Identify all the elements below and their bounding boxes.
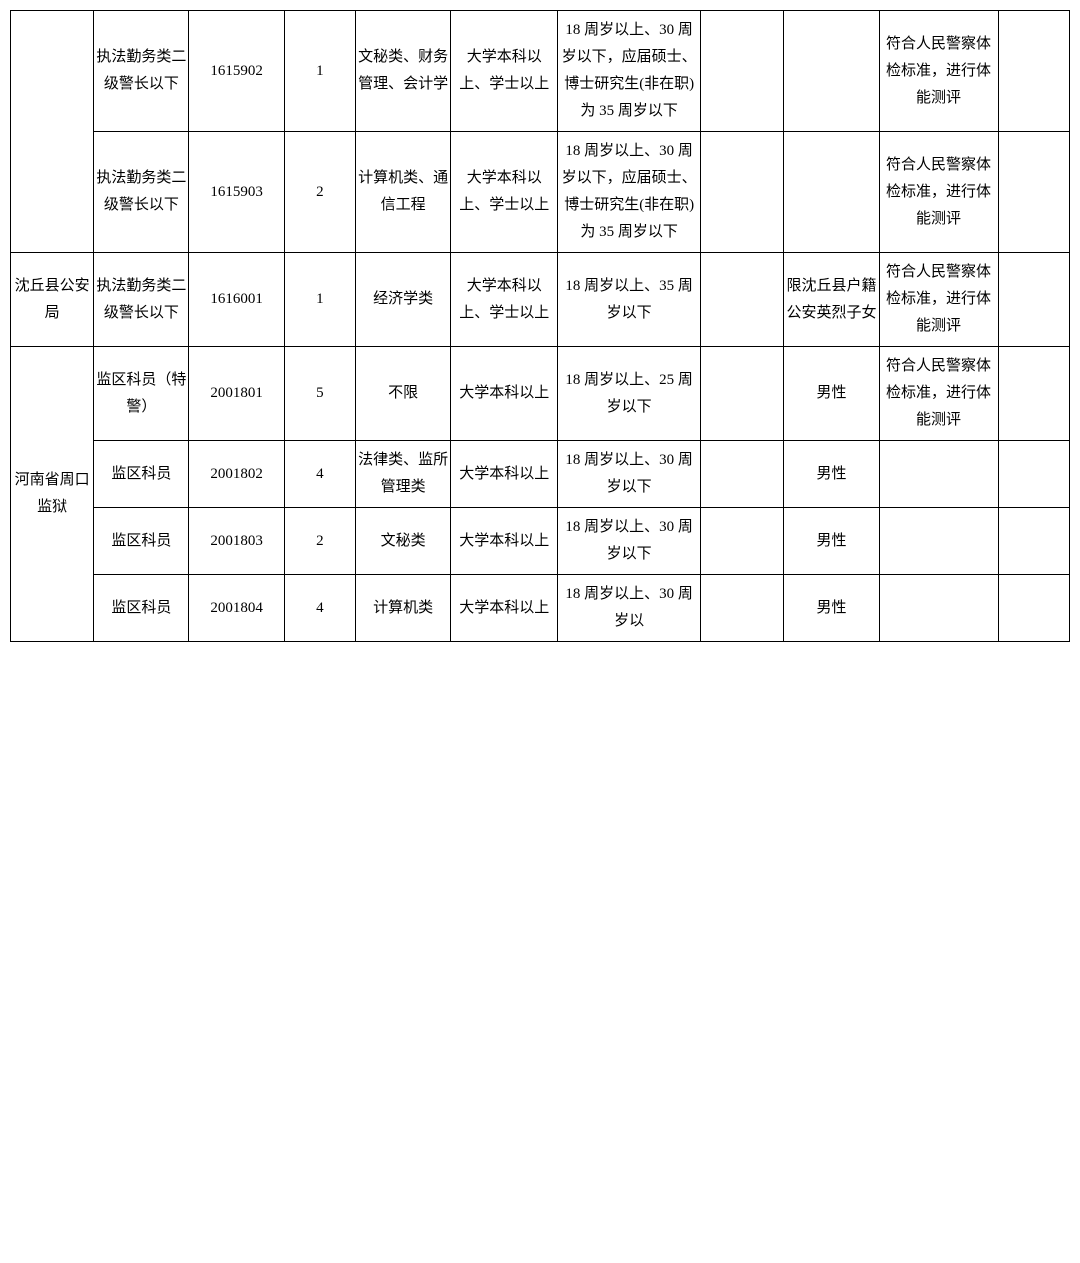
cell-c10: [998, 508, 1069, 575]
cell-c8: 男性: [784, 441, 879, 508]
cell-c6: 18 周岁以上、25 周岁以下: [558, 347, 701, 441]
cell-c10: [998, 132, 1069, 253]
cell-c3: 1: [284, 253, 355, 347]
cell-c1: 监区科员: [94, 575, 189, 642]
cell-c10: [998, 253, 1069, 347]
cell-c9: 符合人民警察体检标准，进行体能测评: [879, 347, 998, 441]
cell-c6: 18 周岁以上、30 周岁以下: [558, 441, 701, 508]
table-row: 监区科员20018024法律类、监所管理类大学本科以上18 周岁以上、30 周岁…: [11, 441, 1070, 508]
cell-c2: 1615903: [189, 132, 284, 253]
cell-c9: [879, 575, 998, 642]
table-row: 执法勤务类二级警长以下16159021文秘类、财务管理、会计学大学本科以上、学士…: [11, 11, 1070, 132]
cell-c5: 大学本科以上: [451, 508, 558, 575]
cell-c8: [784, 132, 879, 253]
cell-c4: 文秘类、财务管理、会计学: [356, 11, 451, 132]
cell-c8: [784, 11, 879, 132]
cell-c2: 2001801: [189, 347, 284, 441]
cell-c2: 2001803: [189, 508, 284, 575]
cell-c8: 男性: [784, 347, 879, 441]
cell-c5: 大学本科以上: [451, 575, 558, 642]
cell-c6: 18 周岁以上、30 周岁以下，应届硕士、博士研究生(非在职)为 35 周岁以下: [558, 132, 701, 253]
cell-c3: 4: [284, 441, 355, 508]
cell-c7: [701, 11, 784, 132]
cell-c8: 男性: [784, 575, 879, 642]
cell-c9: 符合人民警察体检标准，进行体能测评: [879, 132, 998, 253]
cell-c2: 2001804: [189, 575, 284, 642]
cell-c1: 监区科员: [94, 441, 189, 508]
cell-c1: 执法勤务类二级警长以下: [94, 253, 189, 347]
table-row: 执法勤务类二级警长以下16159032计算机类、通信工程大学本科以上、学士以上1…: [11, 132, 1070, 253]
cell-c10: [998, 575, 1069, 642]
cell-c7: [701, 253, 784, 347]
cell-c6: 18 周岁以上、35 周岁以下: [558, 253, 701, 347]
cell-c3: 2: [284, 132, 355, 253]
cell-c2: 1615902: [189, 11, 284, 132]
cell-dept: 沈丘县公安局: [11, 253, 94, 347]
cell-c2: 1616001: [189, 253, 284, 347]
cell-c4: 不限: [356, 347, 451, 441]
cell-c9: 符合人民警察体检标准，进行体能测评: [879, 11, 998, 132]
cell-c3: 4: [284, 575, 355, 642]
cell-c1: 监区科员（特警）: [94, 347, 189, 441]
cell-c3: 5: [284, 347, 355, 441]
cell-c5: 大学本科以上、学士以上: [451, 11, 558, 132]
cell-c10: [998, 11, 1069, 132]
cell-c6: 18 周岁以上、30 周岁以下: [558, 508, 701, 575]
table-row: 监区科员20018044计算机类大学本科以上18 周岁以上、30 周岁以 男性: [11, 575, 1070, 642]
cell-c10: [998, 347, 1069, 441]
cell-c3: 2: [284, 508, 355, 575]
cell-c7: [701, 132, 784, 253]
cell-c9: [879, 508, 998, 575]
cell-c1: 执法勤务类二级警长以下: [94, 11, 189, 132]
cell-c8: 限沈丘县户籍公安英烈子女: [784, 253, 879, 347]
cell-c7: [701, 347, 784, 441]
cell-c10: [998, 441, 1069, 508]
cell-c5: 大学本科以上: [451, 441, 558, 508]
cell-dept: 河南省周口监狱: [11, 347, 94, 642]
cell-c4: 经济学类: [356, 253, 451, 347]
cell-c4: 文秘类: [356, 508, 451, 575]
cell-c9: 符合人民警察体检标准，进行体能测评: [879, 253, 998, 347]
cell-c4: 计算机类: [356, 575, 451, 642]
table-row: 监区科员20018032文秘类大学本科以上18 周岁以上、30 周岁以下 男性: [11, 508, 1070, 575]
cell-c3: 1: [284, 11, 355, 132]
cell-c5: 大学本科以上、学士以上: [451, 253, 558, 347]
cell-c4: 计算机类、通信工程: [356, 132, 451, 253]
recruitment-table: 执法勤务类二级警长以下16159021文秘类、财务管理、会计学大学本科以上、学士…: [10, 10, 1070, 642]
cell-c1: 监区科员: [94, 508, 189, 575]
cell-c6: 18 周岁以上、30 周岁以下，应届硕士、博士研究生(非在职)为 35 周岁以下: [558, 11, 701, 132]
cell-c1: 执法勤务类二级警长以下: [94, 132, 189, 253]
cell-c7: [701, 508, 784, 575]
cell-dept: [11, 11, 94, 253]
cell-c4: 法律类、监所管理类: [356, 441, 451, 508]
cell-c5: 大学本科以上: [451, 347, 558, 441]
table-row: 河南省周口监狱监区科员（特警）20018015不限大学本科以上18 周岁以上、2…: [11, 347, 1070, 441]
cell-c8: 男性: [784, 508, 879, 575]
cell-c5: 大学本科以上、学士以上: [451, 132, 558, 253]
cell-c7: [701, 441, 784, 508]
cell-c9: [879, 441, 998, 508]
cell-c2: 2001802: [189, 441, 284, 508]
cell-c6: 18 周岁以上、30 周岁以: [558, 575, 701, 642]
cell-c7: [701, 575, 784, 642]
table-row: 沈丘县公安局执法勤务类二级警长以下16160011经济学类大学本科以上、学士以上…: [11, 253, 1070, 347]
